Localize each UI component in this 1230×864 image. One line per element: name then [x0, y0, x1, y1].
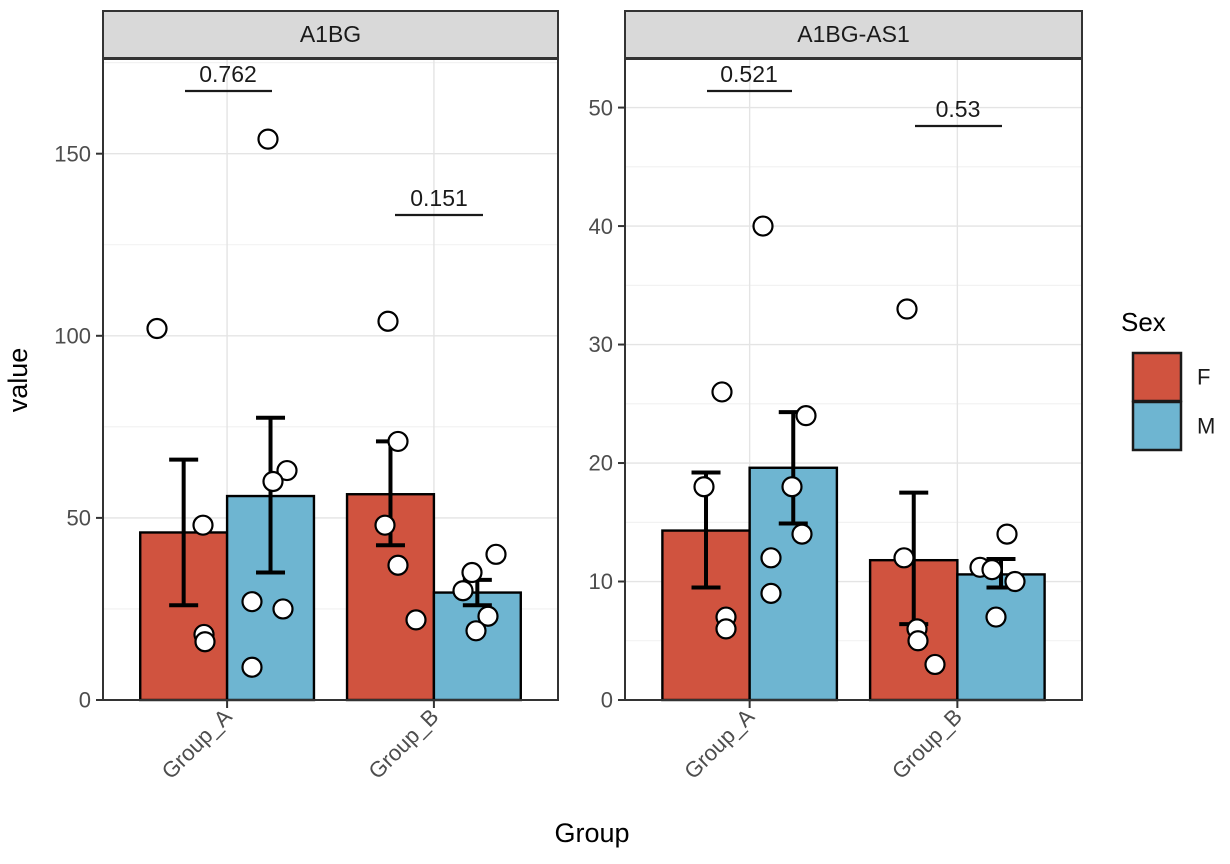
- data-point: [760, 582, 782, 604]
- legend-label-m: M: [1197, 414, 1215, 439]
- data-point: [996, 523, 1018, 545]
- legend-swatch-f: [1131, 351, 1183, 403]
- legend-swatch-m: [1131, 400, 1183, 452]
- data-point: [715, 618, 737, 640]
- x-tick-label: Group_B: [363, 704, 443, 784]
- data-point: [477, 605, 499, 627]
- data-point: [924, 653, 946, 676]
- y-tick-label: 30: [589, 332, 613, 357]
- data-point: [387, 554, 409, 576]
- pvalue-label: 0.762: [199, 61, 257, 87]
- data-point: [241, 591, 263, 613]
- data-point: [461, 561, 483, 584]
- data-point: [194, 631, 216, 653]
- data-point: [262, 470, 284, 493]
- bar-group_b-m: [432, 591, 522, 702]
- pvalue-label: 0.151: [410, 185, 468, 211]
- legend-title: Sex: [1121, 307, 1166, 337]
- data-point: [192, 514, 214, 536]
- data-point: [272, 598, 294, 620]
- x-axis-title: Group: [554, 818, 629, 848]
- legend: Sex FM: [1121, 307, 1215, 452]
- y-tick-label: 100: [54, 323, 91, 348]
- x-tick-label: Group_A: [679, 704, 759, 784]
- y-tick-label: 0: [79, 688, 91, 713]
- facet-strip: [624, 10, 1083, 59]
- data-point: [760, 547, 782, 569]
- data-point: [146, 317, 168, 340]
- pvalue-label: 0.53: [936, 96, 981, 122]
- data-point: [791, 523, 813, 545]
- data-point: [985, 606, 1007, 628]
- pvalue-label: 0.521: [720, 61, 778, 87]
- data-point: [257, 128, 279, 150]
- data-point: [377, 310, 399, 332]
- data-point: [452, 580, 474, 602]
- error-bar-group_a-m: [256, 415, 286, 575]
- data-point: [276, 459, 298, 482]
- data-point: [752, 215, 774, 237]
- data-point: [711, 381, 733, 403]
- y-tick-label: 50: [589, 95, 613, 120]
- x-tick-label: Group_A: [157, 704, 237, 784]
- data-point: [896, 298, 918, 320]
- data-point: [781, 476, 803, 498]
- error-bar-group_a-f: [169, 457, 199, 608]
- y-tick-label: 40: [589, 214, 613, 239]
- bar-group_b-m: [956, 573, 1046, 702]
- facet-strip-label: A1BG: [300, 21, 361, 47]
- y-tick-label: 10: [589, 569, 613, 594]
- legend-label-f: F: [1197, 365, 1210, 390]
- y-axis-title: value: [3, 348, 33, 413]
- data-point: [981, 559, 1003, 581]
- y-tick-label: 0: [601, 688, 613, 713]
- data-point: [465, 620, 487, 642]
- data-point: [1004, 570, 1026, 593]
- facet-strip: [102, 10, 559, 59]
- data-point: [387, 430, 409, 453]
- data-point: [485, 543, 507, 565]
- x-tick-label: Group_B: [887, 704, 967, 784]
- y-tick-label: 20: [589, 451, 613, 476]
- data-point: [241, 656, 263, 678]
- data-point: [907, 630, 929, 652]
- facet-strip-label: A1BG-AS1: [797, 21, 910, 47]
- y-tick-label: 150: [54, 141, 91, 166]
- data-point: [405, 609, 427, 631]
- y-tick-label: 50: [67, 506, 91, 531]
- data-point: [374, 514, 396, 536]
- data-point: [795, 405, 817, 427]
- data-point: [893, 547, 915, 569]
- data-point: [693, 476, 715, 498]
